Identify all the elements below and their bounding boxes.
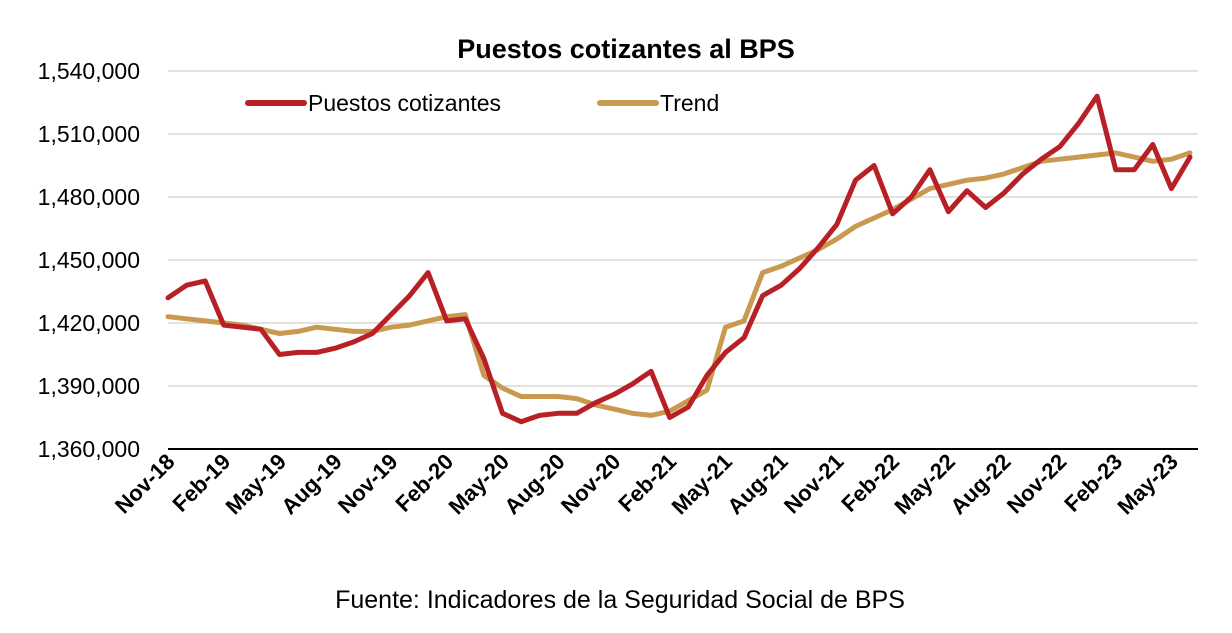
chart-title: Puestos cotizantes al BPS <box>457 34 795 64</box>
x-tick-label: Aug-22 <box>945 449 1015 519</box>
gridlines <box>168 70 1198 387</box>
x-tick-label: Nov-20 <box>556 449 626 519</box>
legend-label: Puestos cotizantes <box>308 90 501 116</box>
x-tick-label: Nov-19 <box>333 449 403 519</box>
y-tick-label: 1,390,000 <box>38 373 140 399</box>
x-tick-label: Aug-20 <box>499 449 569 519</box>
series-line-trend <box>165 150 1193 418</box>
y-tick-label: 1,450,000 <box>38 247 140 273</box>
x-tick-label: Aug-19 <box>276 449 346 519</box>
y-tick-label: 1,480,000 <box>38 184 140 210</box>
x-axis-tick-labels: Nov-18Feb-19May-19Aug-19Nov-19Feb-20May-… <box>110 449 1183 519</box>
y-tick-label: 1,540,000 <box>38 58 140 84</box>
x-tick-label: Nov-21 <box>779 449 849 519</box>
x-tick-label: May-23 <box>1113 449 1183 519</box>
x-tick-label: Aug-21 <box>722 449 792 519</box>
y-tick-label: 1,510,000 <box>38 121 140 147</box>
x-tick-label: May-21 <box>667 449 737 519</box>
source-note: Fuente: Indicadores de la Seguridad Soci… <box>335 586 905 614</box>
legend: Puestos cotizantes Trend <box>245 90 719 116</box>
x-tick-label: May-19 <box>221 449 291 519</box>
series-lines <box>165 93 1193 425</box>
x-tick-label: May-22 <box>890 449 960 519</box>
x-tick-label: Nov-22 <box>1002 449 1072 519</box>
y-tick-label: 1,420,000 <box>38 310 140 336</box>
series-line-puestos-cotizantes <box>165 93 1193 425</box>
x-tick-label: May-20 <box>444 449 514 519</box>
legend-label: Trend <box>660 90 719 116</box>
y-axis-tick-labels: 1,360,000 1,390,000 1,420,000 1,450,000 1,48… <box>38 58 140 462</box>
y-tick-label: 1,360,000 <box>38 436 140 462</box>
